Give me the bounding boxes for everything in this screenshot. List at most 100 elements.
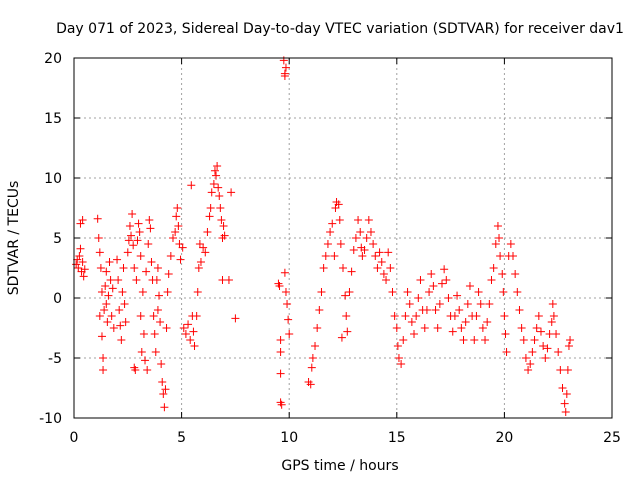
data-point [433, 324, 442, 332]
data-point [489, 264, 498, 272]
data-point [276, 336, 285, 344]
data-point [547, 318, 556, 326]
data-point [539, 342, 548, 350]
data-point [337, 333, 346, 342]
data-point [429, 282, 438, 290]
data-point [442, 276, 451, 284]
data-point [145, 216, 154, 224]
y-tick-label: 20 [44, 51, 62, 67]
data-point [330, 252, 339, 260]
data-point [276, 369, 285, 378]
data-point [127, 231, 136, 240]
data-point [153, 264, 162, 272]
data-point [207, 188, 216, 197]
data-point [157, 360, 166, 368]
data-point [143, 366, 152, 374]
data-point [136, 312, 145, 320]
data-point [521, 354, 530, 362]
data-point [420, 324, 429, 332]
data-point [276, 348, 285, 356]
data-point [103, 318, 112, 326]
data-point [306, 380, 315, 389]
data-point [104, 291, 113, 300]
data-point [487, 276, 496, 284]
data-point [181, 330, 190, 338]
data-point [457, 324, 466, 332]
data-point [210, 166, 219, 175]
data-point [394, 354, 403, 362]
data-point [371, 252, 380, 260]
data-point [190, 342, 199, 350]
data-point [149, 312, 158, 320]
data-point [331, 204, 340, 212]
data-point [132, 276, 141, 284]
data-point [96, 264, 105, 272]
data-point [128, 210, 137, 218]
data-point [120, 300, 129, 308]
data-point [213, 162, 222, 170]
data-point [192, 312, 201, 320]
x-tick-label: 15 [388, 430, 406, 446]
data-point [509, 252, 518, 260]
data-point [158, 378, 167, 386]
x-tick-label: 0 [70, 430, 79, 446]
data-point [307, 363, 316, 372]
data-point [153, 306, 162, 314]
data-point [163, 288, 172, 296]
data-point [437, 279, 446, 288]
data-point [321, 252, 330, 260]
data-point [515, 306, 524, 314]
data-point [97, 332, 106, 341]
data-point [403, 288, 412, 296]
data-point [130, 264, 139, 272]
y-tick-label: 5 [53, 231, 62, 247]
data-point [283, 300, 292, 308]
data-point [159, 390, 168, 398]
data-point [386, 264, 395, 272]
data-point [155, 291, 164, 300]
data-point [502, 348, 511, 356]
data-point [313, 324, 322, 332]
data-point [129, 241, 138, 250]
data-point [174, 222, 183, 230]
data-point [342, 312, 351, 320]
data-point [220, 231, 229, 240]
data-point [532, 324, 541, 332]
data-point [388, 288, 397, 296]
data-point [93, 214, 102, 223]
data-point [94, 234, 103, 242]
x-tick-label: 25 [603, 430, 621, 446]
y-tick-label: -10 [39, 411, 62, 427]
data-point [341, 291, 350, 300]
data-point [501, 330, 510, 338]
data-point [554, 348, 563, 356]
data-point [281, 288, 290, 296]
data-point [281, 63, 290, 72]
data-point [377, 258, 386, 266]
data-point [384, 248, 393, 257]
data-point [319, 264, 328, 272]
data-point [166, 252, 175, 260]
data-point [76, 219, 85, 228]
data-point [543, 344, 552, 353]
data-point [476, 300, 485, 308]
data-point [530, 336, 539, 344]
data-point [558, 384, 567, 392]
data-point [311, 342, 320, 350]
data-point [201, 248, 210, 257]
data-point [134, 219, 143, 228]
data-point [199, 243, 208, 252]
data-point [519, 336, 528, 344]
data-point [107, 312, 116, 320]
data-point [227, 188, 236, 197]
data-point [119, 264, 128, 272]
data-point [121, 318, 130, 326]
data-point [78, 216, 87, 224]
data-point [106, 276, 115, 284]
data-point [73, 255, 82, 264]
data-point [455, 306, 464, 314]
data-point [193, 288, 202, 296]
data-point [566, 336, 575, 344]
data-point [375, 248, 384, 257]
